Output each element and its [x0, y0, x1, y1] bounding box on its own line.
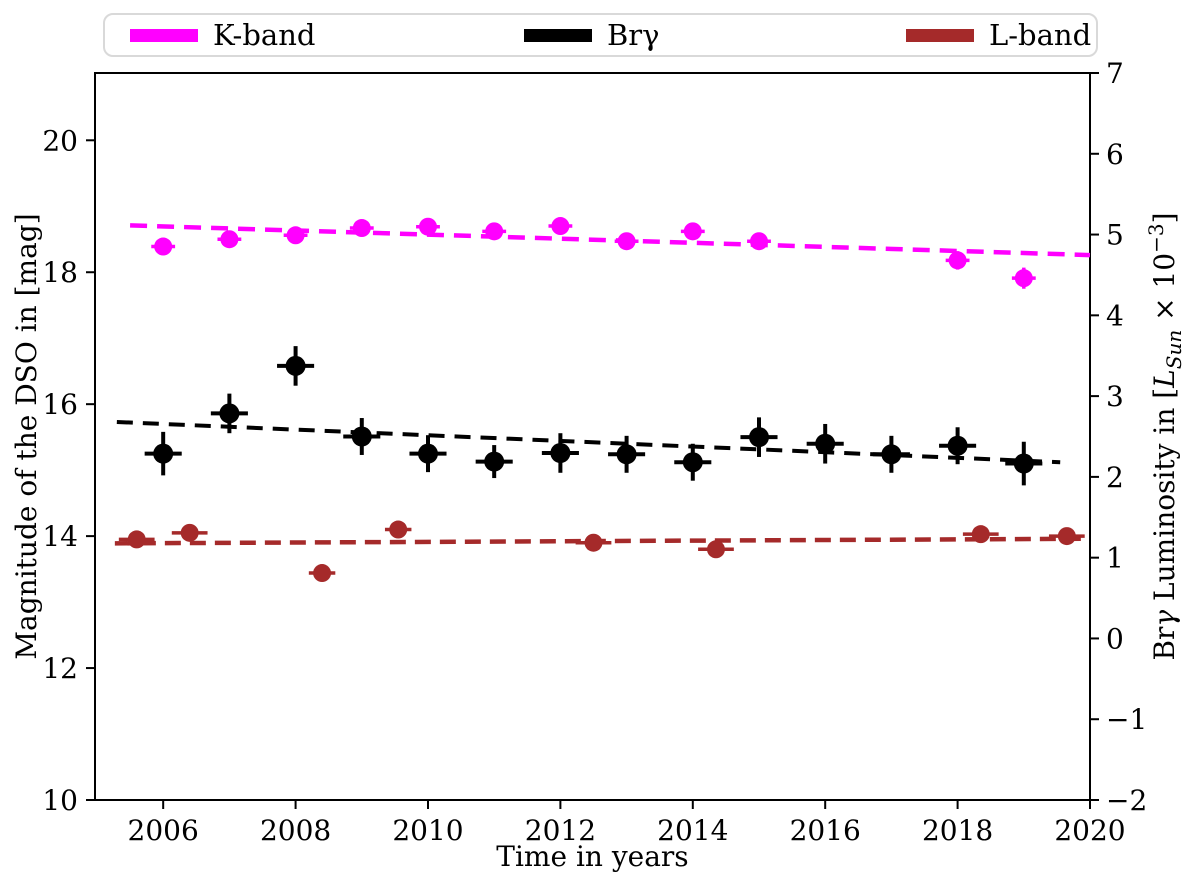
data-point-K-band — [220, 230, 239, 249]
data-point-K-band — [154, 237, 173, 256]
trend-line-K-band — [130, 223, 1091, 258]
data-point-K-band — [485, 222, 504, 241]
data-point-Brγ — [947, 435, 968, 456]
y-axis-right-tick-label: −2 — [1106, 784, 1147, 817]
axis-labels-layer: Time in years Magnitude of the DSO in [ma… — [10, 212, 1186, 873]
data-point-Brγ — [682, 452, 703, 473]
legend-entry-k-band: K-band — [130, 15, 315, 55]
data-point-K-band — [286, 226, 305, 245]
data-point-L-band — [180, 523, 199, 542]
legend-label-l-band: L-band — [989, 18, 1092, 52]
y-axis-left-tick-label: 16 — [42, 388, 78, 421]
data-point-Brγ — [881, 444, 902, 465]
y-axis-right-tick-label: 6 — [1106, 138, 1124, 171]
y-axis-left-tick-label: 20 — [42, 124, 78, 157]
y-axis-right-tick-label: 4 — [1106, 299, 1124, 332]
x-axis-tick-label: 2010 — [392, 814, 463, 847]
data-series-layer — [118, 217, 1085, 583]
data-point-L-band — [1057, 527, 1076, 546]
x-axis-tick-label: 2018 — [922, 814, 993, 847]
data-point-L-band — [127, 530, 146, 549]
data-point-L-band — [389, 520, 408, 539]
y-axis-left-tick-label: 12 — [42, 652, 78, 685]
data-point-L-band — [971, 525, 990, 544]
x-axis-tick-label: 2020 — [1054, 814, 1125, 847]
data-point-Brγ — [550, 442, 571, 463]
data-point-L-band — [584, 533, 603, 552]
y-axis-right-tick-label: 0 — [1106, 622, 1124, 655]
data-point-K-band — [617, 232, 636, 251]
legend-label-brgamma: Brγ — [607, 18, 660, 52]
data-point-Brγ — [815, 433, 836, 454]
legend-entry-brgamma: Brγ — [524, 15, 660, 55]
data-point-K-band — [418, 217, 437, 236]
data-point-Brγ — [484, 451, 505, 472]
data-point-Brγ — [417, 443, 438, 464]
x-axis-tick-label: 2014 — [657, 814, 728, 847]
data-point-L-band — [706, 540, 725, 559]
legend: K-band Brγ L-band — [103, 13, 1098, 57]
data-point-Brγ — [351, 426, 372, 447]
x-axis-tick-label: 2008 — [260, 814, 331, 847]
brgamma-line-swatch — [524, 28, 592, 42]
l-band-line-swatch — [906, 28, 974, 42]
data-point-Brγ — [1013, 453, 1034, 474]
data-point-Brγ — [616, 444, 637, 465]
data-point-K-band — [749, 232, 768, 251]
data-point-K-band — [683, 222, 702, 241]
plot-frame — [94, 72, 1091, 801]
y-axis-left-tick-label: 18 — [42, 256, 78, 289]
data-point-Brγ — [219, 403, 240, 424]
trend-line-Brγ — [116, 419, 1061, 465]
data-point-L-band — [313, 564, 332, 583]
y-axis-left-title: Magnitude of the DSO in [mag] — [10, 213, 43, 659]
legend-label-k-band: K-band — [213, 18, 316, 52]
y-axis-right-tick-label: −1 — [1106, 703, 1147, 736]
x-axis-tick-label: 2016 — [790, 814, 861, 847]
axes-layer: 2006 2008 2010 2012 2014 2016 2018 202010121416… — [42, 57, 1147, 847]
y-axis-right-tick-label: 2 — [1106, 461, 1124, 494]
data-point-Brγ — [153, 443, 174, 464]
data-point-Brγ — [285, 355, 306, 376]
y-axis-left-tick-label: 14 — [42, 520, 78, 553]
x-axis-tick-label: 2012 — [525, 814, 596, 847]
k-band-line-swatch — [130, 28, 198, 42]
data-point-K-band — [1014, 269, 1033, 288]
data-point-K-band — [551, 217, 570, 236]
x-axis-tick-label: 2006 — [128, 814, 199, 847]
y-axis-right-tick-label: 5 — [1106, 219, 1124, 252]
y-axis-right-tick-label: 3 — [1106, 380, 1124, 413]
y-axis-left-tick-label: 10 — [42, 784, 78, 817]
y-axis-right-tick-label: 7 — [1106, 57, 1124, 90]
data-point-K-band — [352, 219, 371, 238]
x-axis-title: Time in years — [496, 840, 688, 873]
y-axis-right-title: Brγ Luminosity in [LSun × 10−3] — [1144, 212, 1186, 660]
legend-entry-l-band: L-band — [906, 15, 1091, 55]
y-axis-right-tick-label: 1 — [1106, 542, 1124, 575]
data-point-K-band — [948, 251, 967, 270]
data-point-Brγ — [748, 427, 769, 448]
trend-lines-layer — [114, 223, 1091, 546]
